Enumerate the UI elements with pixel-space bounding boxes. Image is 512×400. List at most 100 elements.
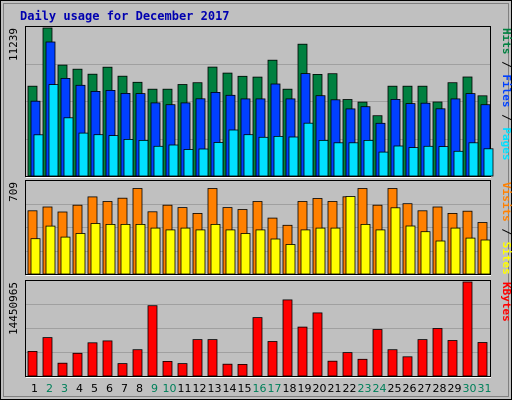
bar-kbytes-day-30 — [462, 281, 473, 377]
bar-sites-day-15 — [240, 233, 251, 275]
x-tick-day-17: 17 — [268, 382, 282, 395]
x-tick-day-11: 11 — [178, 382, 192, 395]
bar-kbytes-day-1 — [27, 350, 38, 377]
x-tick-day-15: 15 — [238, 382, 252, 395]
bar-kbytes-day-31 — [477, 342, 488, 377]
x-tick-day-14: 14 — [223, 382, 237, 395]
x-tick-day-16: 16 — [253, 382, 267, 395]
bar-kbytes-day-28 — [432, 328, 443, 377]
bar-pages-day-1 — [33, 134, 44, 177]
chart-title: Daily usage for December 2017 — [20, 9, 230, 23]
bar-kbytes-day-24 — [372, 329, 383, 377]
x-tick-day-23: 23 — [358, 382, 372, 395]
bar-pages-day-7 — [123, 138, 134, 177]
bar-pages-day-19 — [303, 122, 314, 177]
bar-sites-day-25 — [390, 207, 401, 275]
bar-pages-day-5 — [93, 134, 104, 177]
legend-files: Files — [500, 74, 512, 107]
panel-3-ymax-label: 14450965 — [7, 282, 20, 335]
bar-kbytes-day-18 — [282, 299, 293, 377]
bar-kbytes-day-11 — [177, 363, 188, 377]
x-tick-day-31: 31 — [478, 382, 492, 395]
bar-sites-day-28 — [435, 240, 446, 275]
bar-kbytes-day-7 — [117, 363, 128, 377]
bar-pages-day-21 — [333, 142, 344, 177]
x-tick-day-19: 19 — [298, 382, 312, 395]
bar-kbytes-day-25 — [387, 349, 398, 377]
bar-kbytes-day-15 — [237, 363, 248, 377]
x-tick-day-1: 1 — [31, 382, 38, 395]
bar-pages-day-6 — [108, 135, 119, 177]
bar-pages-day-4 — [78, 132, 89, 177]
bar-pages-day-14 — [228, 129, 239, 177]
bar-sites-day-11 — [180, 227, 191, 275]
x-tick-day-6: 6 — [106, 382, 113, 395]
bar-pages-day-22 — [348, 142, 359, 177]
bar-pages-day-3 — [63, 117, 74, 177]
bar-pages-day-20 — [318, 139, 329, 177]
bar-sites-day-12 — [195, 229, 206, 275]
panel-1-legend: Hits / Files / Pages — [500, 28, 512, 161]
panel-1-ymax-label: 11239 — [7, 28, 20, 61]
bar-sites-day-3 — [60, 236, 71, 275]
legend-kbytes: KBytes — [500, 282, 512, 322]
x-tick-day-28: 28 — [433, 382, 447, 395]
x-tick-day-22: 22 — [343, 382, 357, 395]
bar-sites-day-2 — [45, 225, 56, 275]
x-tick-day-8: 8 — [136, 382, 143, 395]
bar-kbytes-day-17 — [267, 341, 278, 377]
bar-pages-day-9 — [153, 145, 164, 177]
legend-visits: Visits — [500, 182, 512, 222]
bar-sites-day-16 — [255, 229, 266, 275]
bar-sites-day-6 — [105, 223, 116, 275]
x-tick-day-26: 26 — [403, 382, 417, 395]
bar-kbytes-day-8 — [132, 349, 143, 377]
bar-kbytes-day-21 — [327, 360, 338, 377]
bar-pages-day-16 — [258, 136, 269, 177]
bar-pages-day-23 — [363, 139, 374, 177]
bar-pages-day-31 — [483, 148, 494, 177]
bar-sites-day-10 — [165, 229, 176, 275]
legend-hits: Hits — [500, 28, 512, 55]
bar-sites-day-19 — [300, 229, 311, 275]
bar-pages-day-10 — [168, 144, 179, 177]
x-tick-day-2: 2 — [46, 382, 53, 395]
x-tick-day-9: 9 — [151, 382, 158, 395]
bar-pages-day-25 — [393, 145, 404, 177]
x-tick-day-21: 21 — [328, 382, 342, 395]
x-tick-day-12: 12 — [193, 382, 207, 395]
bar-kbytes-day-3 — [57, 362, 68, 377]
x-tick-day-18: 18 — [283, 382, 297, 395]
bar-sites-day-4 — [75, 233, 86, 275]
bar-sites-day-21 — [330, 227, 341, 275]
bar-sites-day-14 — [225, 229, 236, 275]
bar-sites-day-7 — [120, 223, 131, 275]
bar-pages-day-8 — [138, 139, 149, 177]
x-tick-day-5: 5 — [91, 382, 98, 395]
bar-pages-day-18 — [288, 136, 299, 177]
legend-pages: Pages — [500, 127, 512, 160]
bar-sites-day-17 — [270, 238, 281, 275]
legend-separator: / — [500, 108, 512, 128]
bar-pages-day-28 — [438, 146, 449, 177]
bar-kbytes-day-12 — [192, 339, 203, 377]
x-tick-day-4: 4 — [76, 382, 83, 395]
bar-kbytes-day-20 — [312, 312, 323, 377]
bar-pages-day-12 — [198, 148, 209, 177]
x-tick-day-29: 29 — [448, 382, 462, 395]
bar-sites-day-29 — [450, 227, 461, 275]
x-tick-day-3: 3 — [61, 382, 68, 395]
x-tick-day-7: 7 — [121, 382, 128, 395]
panel-3-legend: KBytes — [500, 282, 512, 322]
bar-sites-day-9 — [150, 227, 161, 275]
bar-kbytes-day-29 — [447, 340, 458, 377]
bar-kbytes-day-4 — [72, 352, 83, 377]
x-tick-day-27: 27 — [418, 382, 432, 395]
x-tick-day-25: 25 — [388, 382, 402, 395]
bar-pages-day-17 — [273, 135, 284, 177]
bar-sites-day-22 — [345, 196, 356, 275]
bar-kbytes-day-22 — [342, 352, 353, 377]
bar-kbytes-day-10 — [162, 360, 173, 377]
bar-pages-day-2 — [48, 84, 59, 177]
